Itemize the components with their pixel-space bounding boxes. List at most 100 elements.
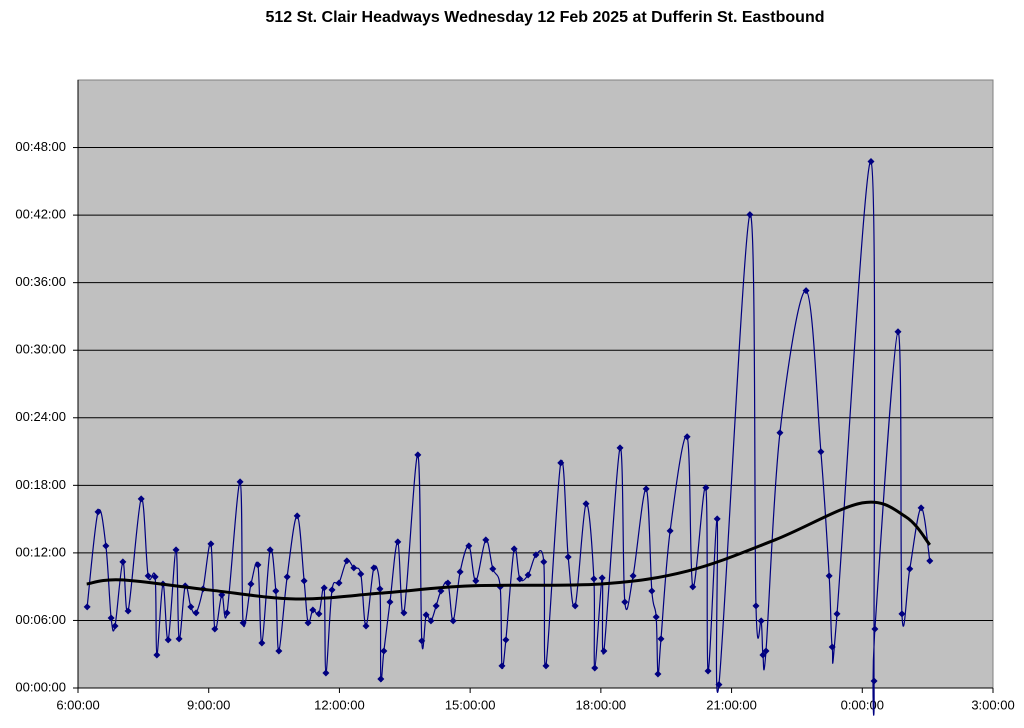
data-point [247,580,255,588]
data-point [151,573,159,581]
data-point [746,211,754,219]
data-point [418,637,426,645]
data-point [211,625,219,633]
data-point [444,579,452,587]
data-point [502,636,510,644]
data-point [111,622,119,630]
data-point [802,287,810,295]
data-point [657,635,665,643]
data-point [432,602,440,610]
data-point [153,651,161,659]
data-point [236,478,244,486]
data-point [571,602,579,610]
data-point [254,561,262,569]
x-tick-label: 15:00:00 [445,697,496,712]
data-point [683,433,691,441]
data-point [542,662,550,670]
data-point [187,603,195,611]
data-point [137,495,145,503]
data-point [275,647,283,655]
data-point [564,553,572,561]
y-tick-label: 00:00:00 [15,679,66,694]
y-tick-label: 00:36:00 [15,274,66,289]
data-point [600,647,608,655]
data-point [107,614,115,622]
x-tick-label: 0:00:00 [841,697,884,712]
data-point [759,651,767,659]
data-point [119,558,127,566]
data-point [532,551,540,559]
data-point [540,558,548,566]
data-point [524,571,532,579]
data-point [590,575,598,583]
data-point [652,613,660,621]
data-point [309,606,317,614]
data-point [266,546,274,554]
data-point [926,557,934,565]
data-point [482,536,490,544]
data-point [239,619,247,627]
data-point [715,681,723,689]
data-point [343,557,351,565]
data-point [817,448,825,456]
y-tick-label: 00:24:00 [15,409,66,424]
chart-title: 512 St. Clair Headways Wednesday 12 Feb … [266,9,825,26]
data-point [894,328,902,336]
data-point [350,564,358,572]
data-point [752,602,760,610]
data-point [621,598,629,606]
data-point [83,603,91,611]
data-point [386,598,394,606]
data-point [427,617,435,625]
data-point [362,622,370,630]
y-tick-label: 00:42:00 [15,207,66,222]
x-tick-label: 21:00:00 [706,697,757,712]
data-point [704,667,712,675]
data-point [102,542,110,550]
data-point [489,565,497,573]
data-point [591,664,599,672]
x-tick-label: 9:00:00 [187,697,230,712]
data-point [376,585,384,593]
data-point [456,568,464,576]
data-point [272,587,280,595]
data-point [315,610,323,618]
data-point [582,500,590,508]
data-point [370,564,378,572]
data-point [828,643,836,651]
x-tick-label: 18:00:00 [576,697,627,712]
data-point [192,609,200,617]
data-point [335,579,343,587]
data-point [642,485,650,493]
data-point [757,617,765,625]
data-point [867,158,875,166]
data-point [472,577,480,585]
data-point [557,459,565,467]
data-point [833,610,841,618]
data-point [320,584,328,592]
data-point [300,577,308,585]
data-point [898,610,906,618]
data-point [223,609,231,617]
data-point [713,515,721,523]
data-point [328,586,336,594]
x-tick-label: 12:00:00 [314,697,365,712]
data-point [516,575,524,583]
data-point [377,675,385,683]
data-point [172,546,180,554]
data-point [164,636,172,644]
data-point [917,504,925,512]
y-tick-label: 00:12:00 [15,544,66,559]
data-point [258,639,266,647]
data-point [870,677,878,685]
y-tick-label: 00:30:00 [15,342,66,357]
data-point [598,574,606,582]
data-point [207,540,215,548]
data-point [654,670,662,678]
data-point [380,647,388,655]
data-point [871,625,879,633]
plot-area [77,79,994,689]
data-point [689,583,697,591]
